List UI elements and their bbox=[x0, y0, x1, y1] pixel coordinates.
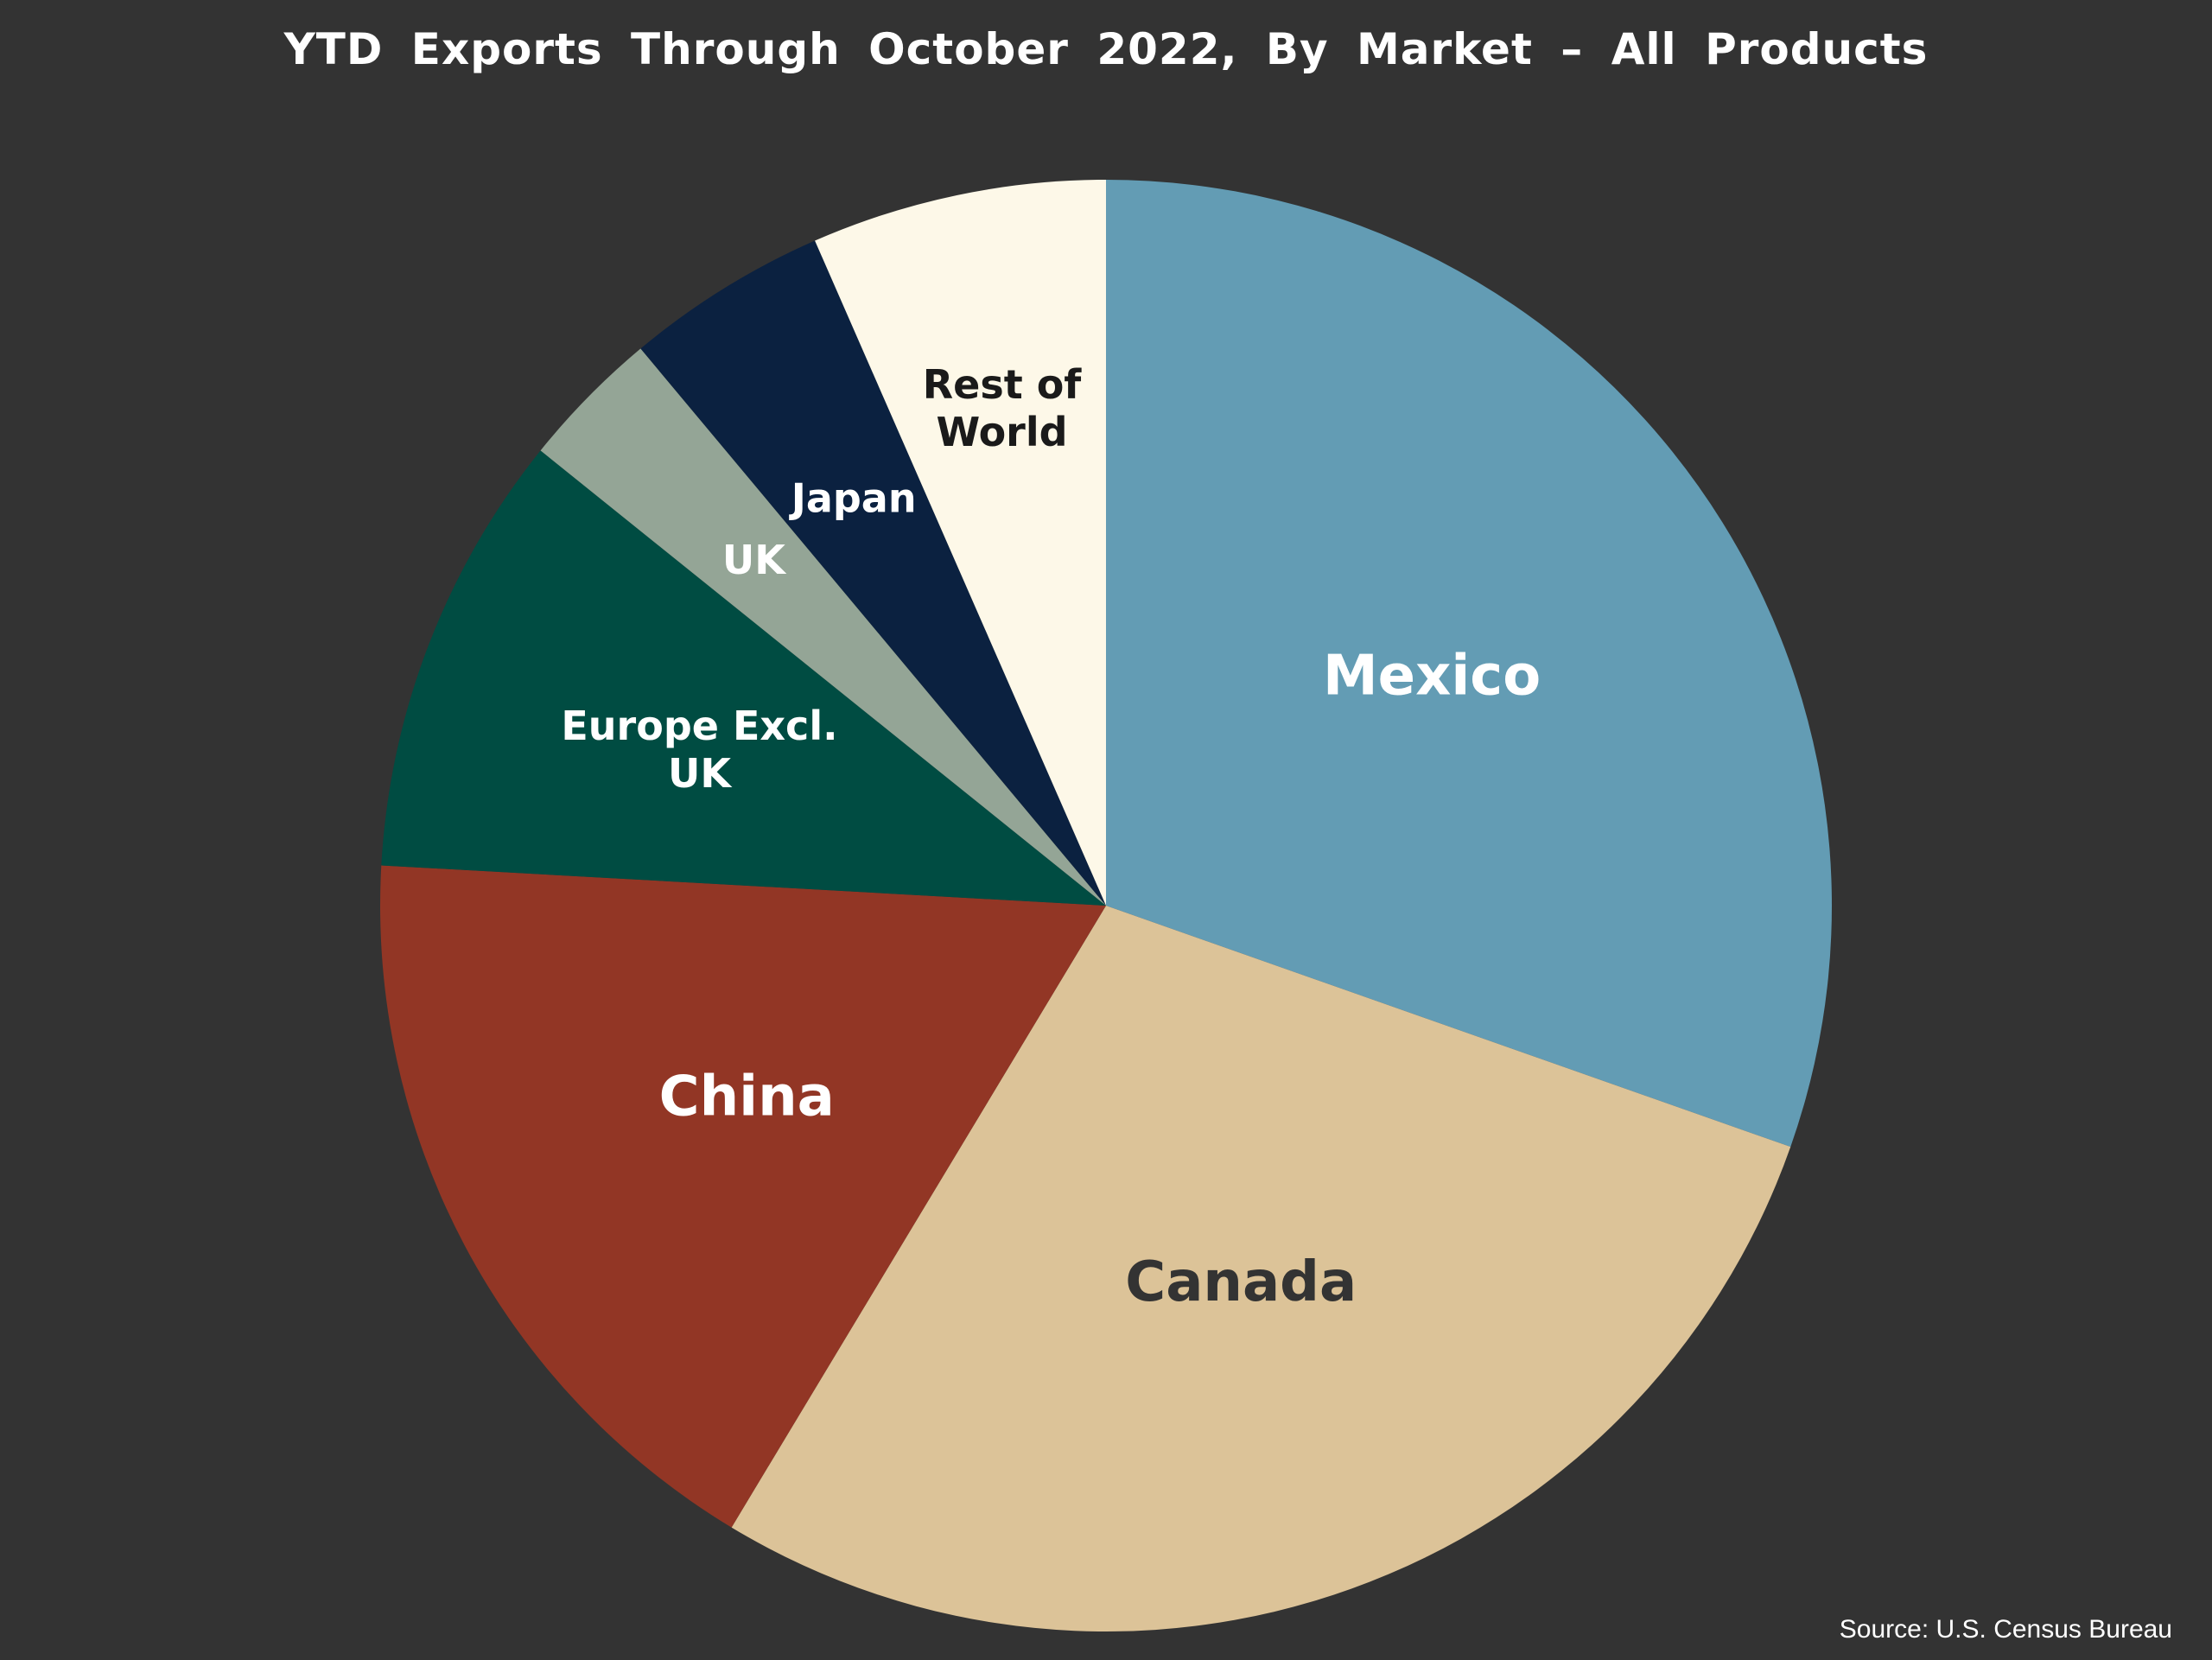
pie-label-japan: Japan bbox=[789, 475, 917, 522]
pie-slice-europe-excl-uk bbox=[381, 450, 1107, 906]
pie-slice-canada bbox=[731, 906, 1791, 1631]
pie-label-canada: Canada bbox=[1125, 1250, 1357, 1314]
pie-slice-china bbox=[380, 865, 1106, 1528]
pie-label-rest-of-world: Rest of World bbox=[923, 361, 1083, 455]
source-note: Source: U.S. Census Bureau bbox=[1839, 1615, 2172, 1644]
pie-slice-rest-of-world bbox=[815, 180, 1106, 906]
chart-title: YTD Exports Through October 2022, By Mar… bbox=[283, 24, 1929, 74]
pie-slice-mexico bbox=[1106, 180, 1832, 1148]
pie-labels: Mexico Canada China Europe Excl. UK UKJapanRe… bbox=[561, 361, 1541, 1314]
pie-slice-japan bbox=[640, 240, 1106, 906]
pie-label-mexico: Mexico bbox=[1323, 644, 1541, 708]
pie-slices bbox=[380, 180, 1832, 1631]
pie-slice-uk bbox=[540, 348, 1106, 906]
pie-label-china: China bbox=[659, 1065, 835, 1129]
pie-label-uk: UK bbox=[722, 537, 787, 583]
pie-label-europe-excl-uk: Europe Excl. UK bbox=[561, 703, 837, 797]
